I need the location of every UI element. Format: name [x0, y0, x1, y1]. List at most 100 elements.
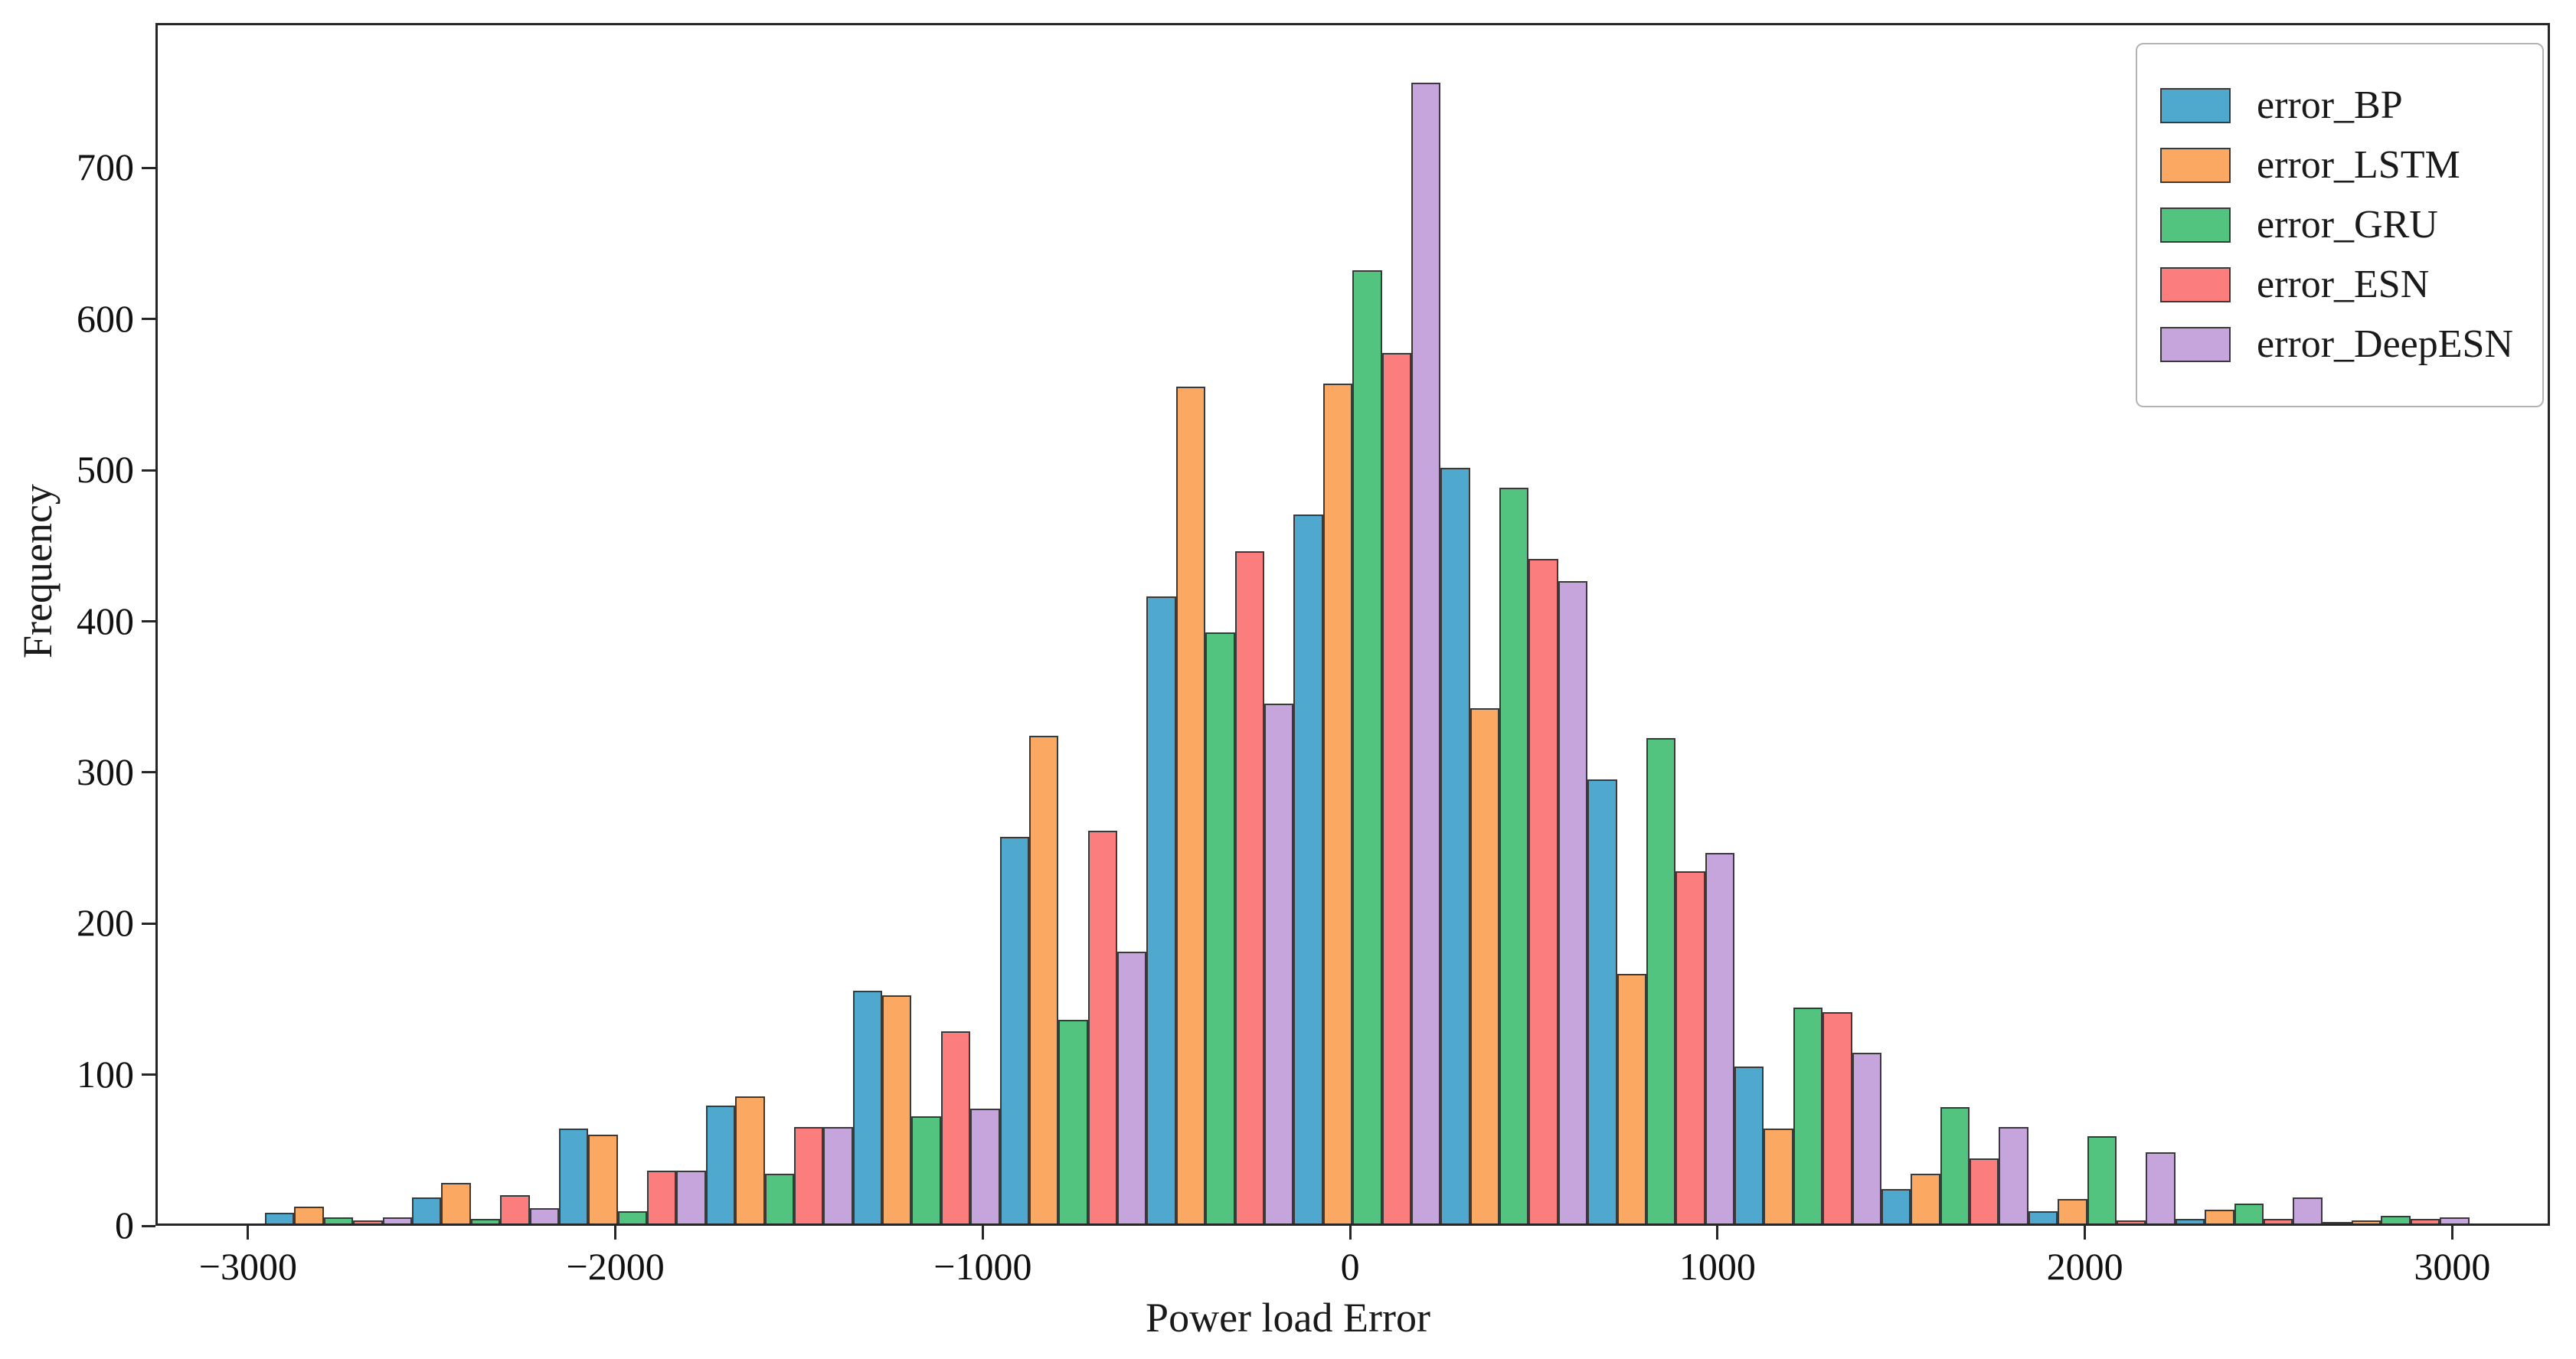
histogram-bar-error_DeepESN-bin12: [2146, 1152, 2176, 1223]
histogram-bar-error_LSTM-bin3: [735, 1096, 765, 1223]
legend-item-error_DeepESN: error_DeepESN: [2160, 325, 2513, 364]
histogram-bar-error_ESN-bin14: [2410, 1219, 2440, 1223]
y-tick-label: 300: [77, 750, 134, 793]
legend-label: error_ESN: [2257, 263, 2430, 306]
x-tick-mark: [614, 1226, 617, 1240]
y-tick-label: 100: [77, 1052, 134, 1096]
histogram-bar-error_ESN-bin3: [793, 1126, 824, 1223]
histogram-bar-error_BP-bin7: [1293, 515, 1323, 1223]
y-tick-mark: [142, 166, 155, 169]
histogram-bar-error_GRU-bin2: [617, 1211, 648, 1223]
x-tick-label: 1000: [1679, 1245, 1756, 1288]
histogram-bar-error_BP-bin12: [2028, 1211, 2058, 1223]
histogram-bar-error_LSTM-bin10: [1764, 1128, 1793, 1223]
x-tick-label: 3000: [2414, 1245, 2491, 1288]
y-tick-label: 400: [77, 599, 134, 642]
histogram-bar-error_DeepESN-bin4: [970, 1109, 1000, 1223]
x-tick-label: 2000: [2046, 1245, 2123, 1288]
histogram-bar-error_LSTM-bin0: [294, 1207, 324, 1223]
histogram-bar-error_BP-bin2: [558, 1128, 589, 1223]
histogram-bar-error_GRU-bin4: [911, 1116, 941, 1223]
histogram-bar-error_GRU-bin0: [323, 1217, 354, 1223]
legend-item-error_LSTM: error_LSTM: [2160, 145, 2513, 185]
legend-swatch-icon: [2160, 88, 2231, 123]
histogram-bar-error_DeepESN-bin13: [2293, 1197, 2323, 1223]
y-tick-mark: [142, 1073, 155, 1076]
histogram-bar-error_DeepESN-bin9: [1705, 853, 1735, 1223]
y-tick-label: 700: [77, 145, 134, 189]
histogram-bar-error_GRU-bin3: [764, 1173, 794, 1223]
x-tick-label: −1000: [933, 1245, 1032, 1288]
histogram-bar-error_DeepESN-bin14: [2440, 1217, 2470, 1223]
histogram-bar-error_ESN-bin2: [647, 1170, 677, 1223]
y-tick-mark: [142, 318, 155, 321]
histogram-bar-error_LSTM-bin11: [1911, 1173, 1940, 1223]
histogram-bar-error_LSTM-bin7: [1322, 383, 1353, 1223]
histogram-bar-error_DeepESN-bin5: [1117, 951, 1147, 1223]
histogram-bar-error_LSTM-bin6: [1175, 386, 1206, 1223]
histogram-bar-error_ESN-bin1: [500, 1194, 530, 1223]
histogram-bar-error_GRU-bin8: [1499, 487, 1529, 1223]
histogram-bar-error_ESN-bin11: [1970, 1158, 1999, 1223]
histogram-bar-error_LSTM-bin2: [588, 1134, 618, 1223]
histogram-bar-error_BP-bin8: [1440, 468, 1470, 1223]
histogram-bar-error_LSTM-bin13: [2205, 1210, 2234, 1223]
y-tick-label: 200: [77, 901, 134, 945]
legend-item-error_GRU: error_GRU: [2160, 205, 2513, 245]
histogram-bar-error_BP-bin0: [265, 1213, 295, 1223]
x-tick-label: −2000: [566, 1245, 665, 1288]
histogram-bar-error_GRU-bin10: [1793, 1007, 1823, 1223]
histogram-bar-error_DeepESN-bin1: [529, 1208, 559, 1223]
histogram-bar-error_LSTM-bin14: [2352, 1220, 2381, 1223]
legend-label: error_BP: [2257, 83, 2403, 127]
histogram-bar-error_DeepESN-bin2: [676, 1170, 706, 1223]
histogram-bar-error_BP-bin10: [1734, 1066, 1764, 1223]
histogram-bar-error_ESN-bin10: [1822, 1011, 1852, 1223]
histogram-bar-error_GRU-bin13: [2234, 1204, 2264, 1223]
histogram-bar-error_DeepESN-bin0: [382, 1217, 412, 1223]
histogram-bar-error_BP-bin1: [411, 1197, 442, 1223]
x-axis-title: Power load Error: [1146, 1295, 1430, 1341]
y-tick-mark: [142, 771, 155, 774]
x-tick-label: −3000: [198, 1245, 297, 1288]
legend-item-error_BP: error_BP: [2160, 86, 2513, 126]
x-tick-mark: [1716, 1226, 1719, 1240]
histogram-bar-error_ESN-bin4: [940, 1031, 971, 1223]
histogram-bar-error_DeepESN-bin11: [1999, 1126, 2028, 1223]
histogram-bar-error_DeepESN-bin6: [1264, 704, 1294, 1223]
histogram-bar-error_LSTM-bin1: [441, 1182, 471, 1223]
legend-item-error_ESN: error_ESN: [2160, 265, 2513, 305]
y-tick-label: 0: [115, 1204, 134, 1246]
histogram-bar-error_ESN-bin5: [1087, 830, 1118, 1223]
histogram-bar-error_LSTM-bin5: [1028, 735, 1059, 1223]
histogram-bar-error_DeepESN-bin7: [1411, 82, 1441, 1223]
histogram-bar-error_GRU-bin7: [1352, 270, 1382, 1223]
legend-swatch-icon: [2160, 148, 2231, 183]
histogram-bar-error_GRU-bin11: [1940, 1107, 1970, 1223]
legend-label: error_LSTM: [2257, 143, 2460, 187]
histogram-bar-error_GRU-bin5: [1058, 1019, 1088, 1223]
y-tick-label: 600: [77, 296, 134, 340]
histogram-bar-error_LSTM-bin9: [1617, 974, 1646, 1223]
legend-label: error_GRU: [2257, 203, 2438, 247]
histogram-bar-error_BP-bin11: [1881, 1188, 1911, 1223]
histogram-bar-error_DeepESN-bin3: [823, 1126, 853, 1223]
histogram-bar-error_BP-bin13: [2175, 1219, 2205, 1223]
histogram-bar-error_ESN-bin13: [2263, 1219, 2293, 1223]
x-tick-mark: [1348, 1226, 1352, 1240]
y-tick-mark: [142, 620, 155, 623]
histogram-bar-error_BP-bin5: [999, 836, 1029, 1223]
x-tick-mark: [247, 1226, 250, 1240]
x-tick-mark: [981, 1226, 984, 1240]
x-tick-mark: [2450, 1226, 2453, 1240]
y-tick-mark: [142, 469, 155, 472]
x-tick-mark: [2084, 1226, 2087, 1240]
histogram-bar-error_GRU-bin12: [2087, 1135, 2117, 1223]
histogram-bar-error_ESN-bin12: [2117, 1220, 2146, 1223]
x-tick-label: 0: [1340, 1245, 1360, 1288]
legend-swatch-icon: [2160, 267, 2231, 302]
histogram-bar-error_BP-bin4: [852, 991, 883, 1223]
histogram-bar-error_DeepESN-bin8: [1558, 581, 1588, 1223]
